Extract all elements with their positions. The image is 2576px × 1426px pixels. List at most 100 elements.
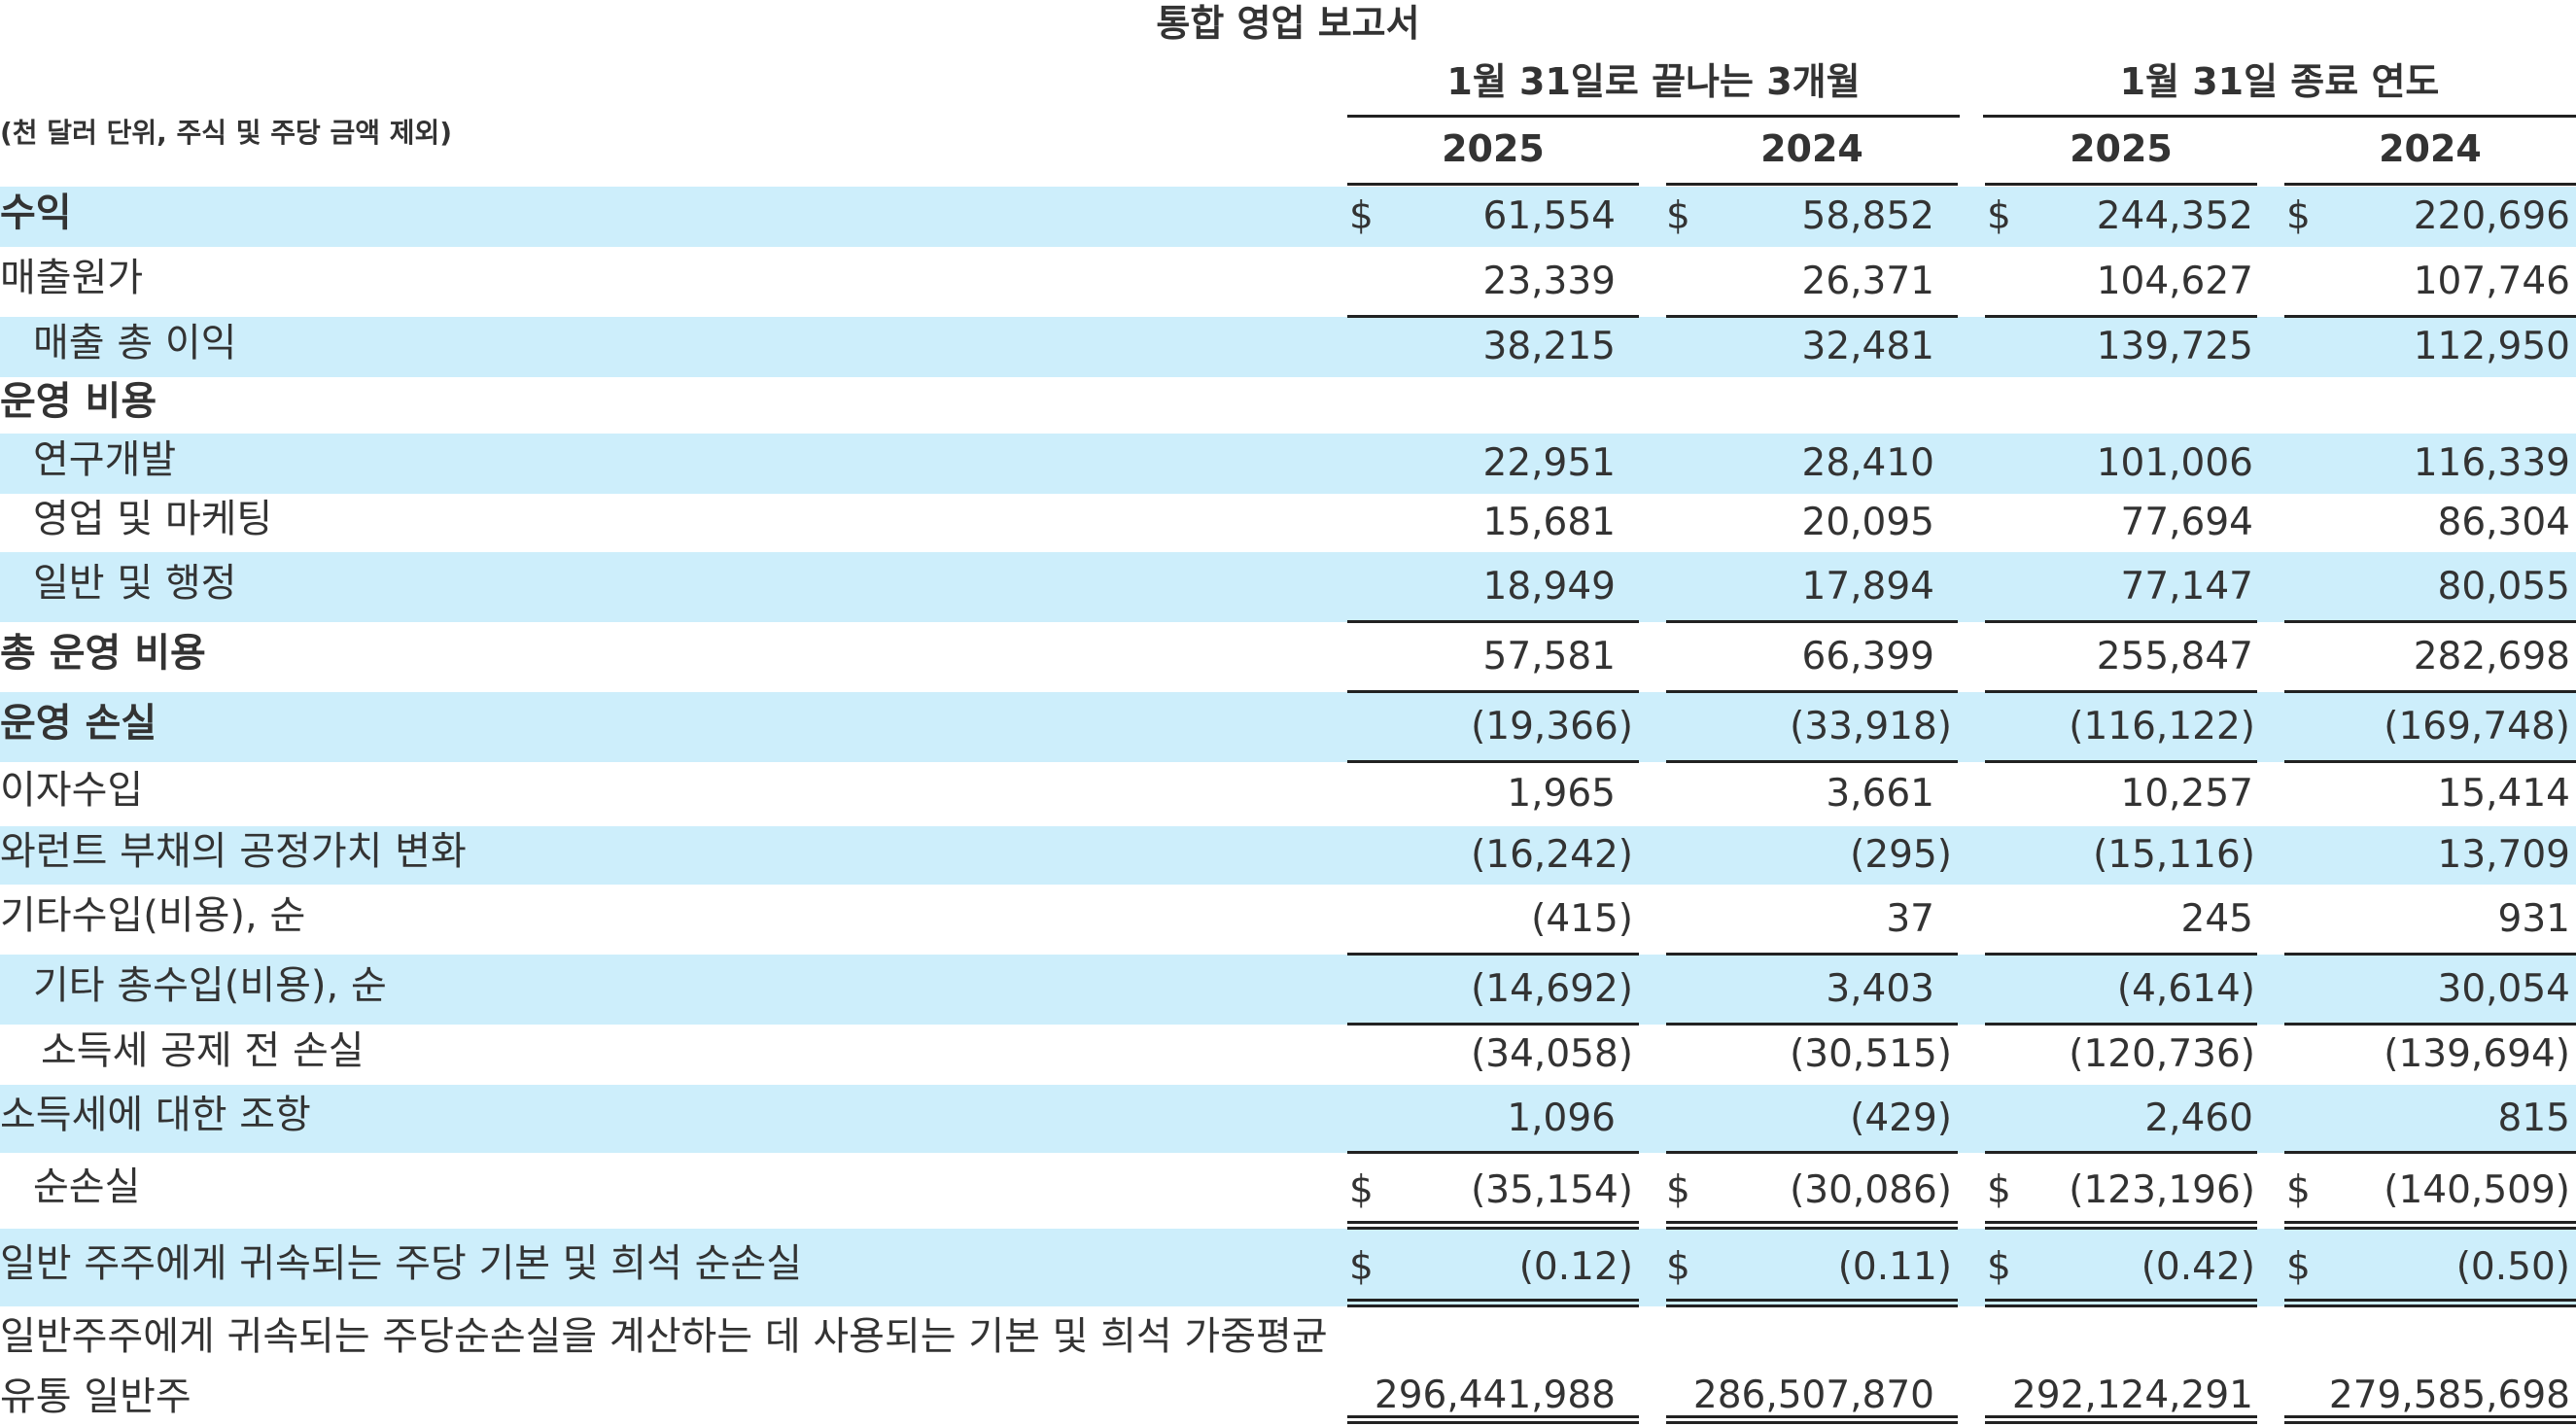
table-cell: 296,441,988 (1374, 1374, 1616, 1417)
table-cell: (30,086) (1790, 1168, 1952, 1212)
table-cell: (33,918) (1790, 705, 1952, 748)
table-cell: (16,242) (1471, 833, 1633, 877)
report-title: 통합 영업 보고서 (1156, 2, 1420, 45)
double-rule (2284, 1415, 2576, 1424)
table-cell: (123,196) (2069, 1168, 2255, 1212)
table-row (0, 434, 2576, 494)
table-cell: 30,054 (2437, 967, 2570, 1011)
table-row (0, 377, 2576, 434)
table-cell: 58,852 (1801, 194, 1934, 238)
table-cell: 22,951 (1482, 441, 1616, 485)
double-rule (1985, 1221, 2257, 1230)
table-cell: 61,554 (1482, 194, 1616, 238)
currency-symbol: $ (1349, 1168, 1374, 1212)
table-cell: (429) (1850, 1096, 1952, 1140)
column-group-fiscal-year: 1월 31일 종료 연도 (2119, 60, 2440, 103)
currency-symbol: $ (2286, 1245, 2311, 1289)
double-rule (1347, 1415, 1639, 1424)
table-cell: 2,460 (2144, 1096, 2253, 1140)
table-cell: 57,581 (1482, 635, 1616, 678)
table-cell: 116,339 (2413, 441, 2570, 485)
table-cell: 28,410 (1801, 441, 1934, 485)
table-cell: 279,585,698 (2328, 1374, 2570, 1417)
double-rule (2284, 1221, 2576, 1230)
table-cell: 38,215 (1482, 325, 1616, 368)
row-label: 와런트 부채의 공정가치 변화 (0, 829, 467, 874)
single-rule (1347, 620, 1639, 623)
table-cell: (116,122) (2069, 705, 2255, 748)
table-cell: (415) (1531, 897, 1633, 941)
double-rule (1666, 1415, 1958, 1424)
single-rule (1985, 315, 2257, 318)
single-rule (1985, 1151, 2257, 1154)
table-cell: 1,096 (1507, 1096, 1616, 1140)
double-rule (2284, 1299, 2576, 1307)
table-cell: 80,055 (2437, 565, 2570, 609)
table-row (0, 826, 2576, 885)
year-header: 2024 (2379, 127, 2482, 170)
table-row (0, 1085, 2576, 1153)
row-label: 순손실 (33, 1165, 141, 1209)
single-rule (1985, 760, 2257, 763)
table-cell: 10,257 (2120, 772, 2253, 816)
single-rule (2284, 620, 2576, 623)
row-label: 일반 주주에게 귀속되는 주당 기본 및 희석 순손실 (0, 1241, 803, 1286)
row-label: 영업 및 마케팅 (33, 497, 273, 541)
year-rule (2284, 183, 2576, 186)
single-rule (1347, 1151, 1639, 1154)
single-rule (1666, 953, 1958, 956)
table-cell: (0.12) (1518, 1245, 1633, 1289)
table-cell: 66,399 (1801, 635, 1934, 678)
row-label: 매출원가 (0, 256, 144, 300)
table-cell: (30,515) (1790, 1032, 1952, 1076)
table-row (0, 1229, 2576, 1306)
row-label: 소득세에 대한 조항 (0, 1093, 311, 1137)
column-group-rule (1983, 115, 2576, 118)
table-cell: (15,116) (2093, 833, 2255, 877)
column-group-rule (1347, 115, 1960, 118)
single-rule (1666, 620, 1958, 623)
year-rule (1666, 183, 1958, 186)
table-cell: 220,696 (2413, 194, 2570, 238)
single-rule (1985, 620, 2257, 623)
table-cell: 292,124,291 (2011, 1374, 2253, 1417)
table-cell: 931 (2497, 897, 2570, 941)
table-cell: 86,304 (2437, 501, 2570, 544)
table-cell: (0.11) (1837, 1245, 1952, 1289)
table-cell: 15,681 (1482, 501, 1616, 544)
currency-symbol: $ (1987, 194, 2011, 238)
row-label: 기타수입(비용), 순 (0, 893, 306, 938)
year-header: 2025 (2070, 127, 2173, 170)
row-label: 운영 손실 (0, 701, 157, 746)
table-cell: 20,095 (1801, 501, 1934, 544)
double-rule (1347, 1299, 1639, 1307)
table-row (0, 692, 2576, 762)
table-cell: 37 (1886, 897, 1934, 941)
table-cell: 286,507,870 (1692, 1374, 1934, 1417)
table-cell: (0.50) (2455, 1245, 2570, 1289)
table-cell: (35,154) (1471, 1168, 1633, 1212)
row-label: 운영 비용 (0, 379, 157, 424)
single-rule (1985, 953, 2257, 956)
table-cell: 3,403 (1826, 967, 1934, 1011)
currency-symbol: $ (1666, 1168, 1690, 1212)
table-cell: 112,950 (2413, 325, 2570, 368)
single-rule (1985, 1023, 2257, 1026)
table-row (0, 187, 2576, 247)
table-cell: 1,965 (1507, 772, 1616, 816)
year-header: 2025 (1442, 127, 1545, 170)
row-label: 일반 및 행정 (33, 561, 237, 606)
table-cell: (295) (1850, 833, 1952, 877)
row-label: 일반주주에게 귀속되는 주당순손실을 계산하는 데 사용되는 기본 및 희석 가… (0, 1314, 1328, 1419)
double-rule (1347, 1221, 1639, 1230)
table-cell: 26,371 (1801, 260, 1934, 303)
table-cell: 101,006 (2096, 441, 2253, 485)
table-cell: 18,949 (1482, 565, 1616, 609)
single-rule (1347, 760, 1639, 763)
year-header: 2024 (1760, 127, 1863, 170)
single-rule (1985, 690, 2257, 693)
table-cell: (120,736) (2069, 1032, 2255, 1076)
table-cell: 17,894 (1801, 565, 1934, 609)
table-cell: 77,694 (2120, 501, 2253, 544)
table-cell: 32,481 (1801, 325, 1934, 368)
